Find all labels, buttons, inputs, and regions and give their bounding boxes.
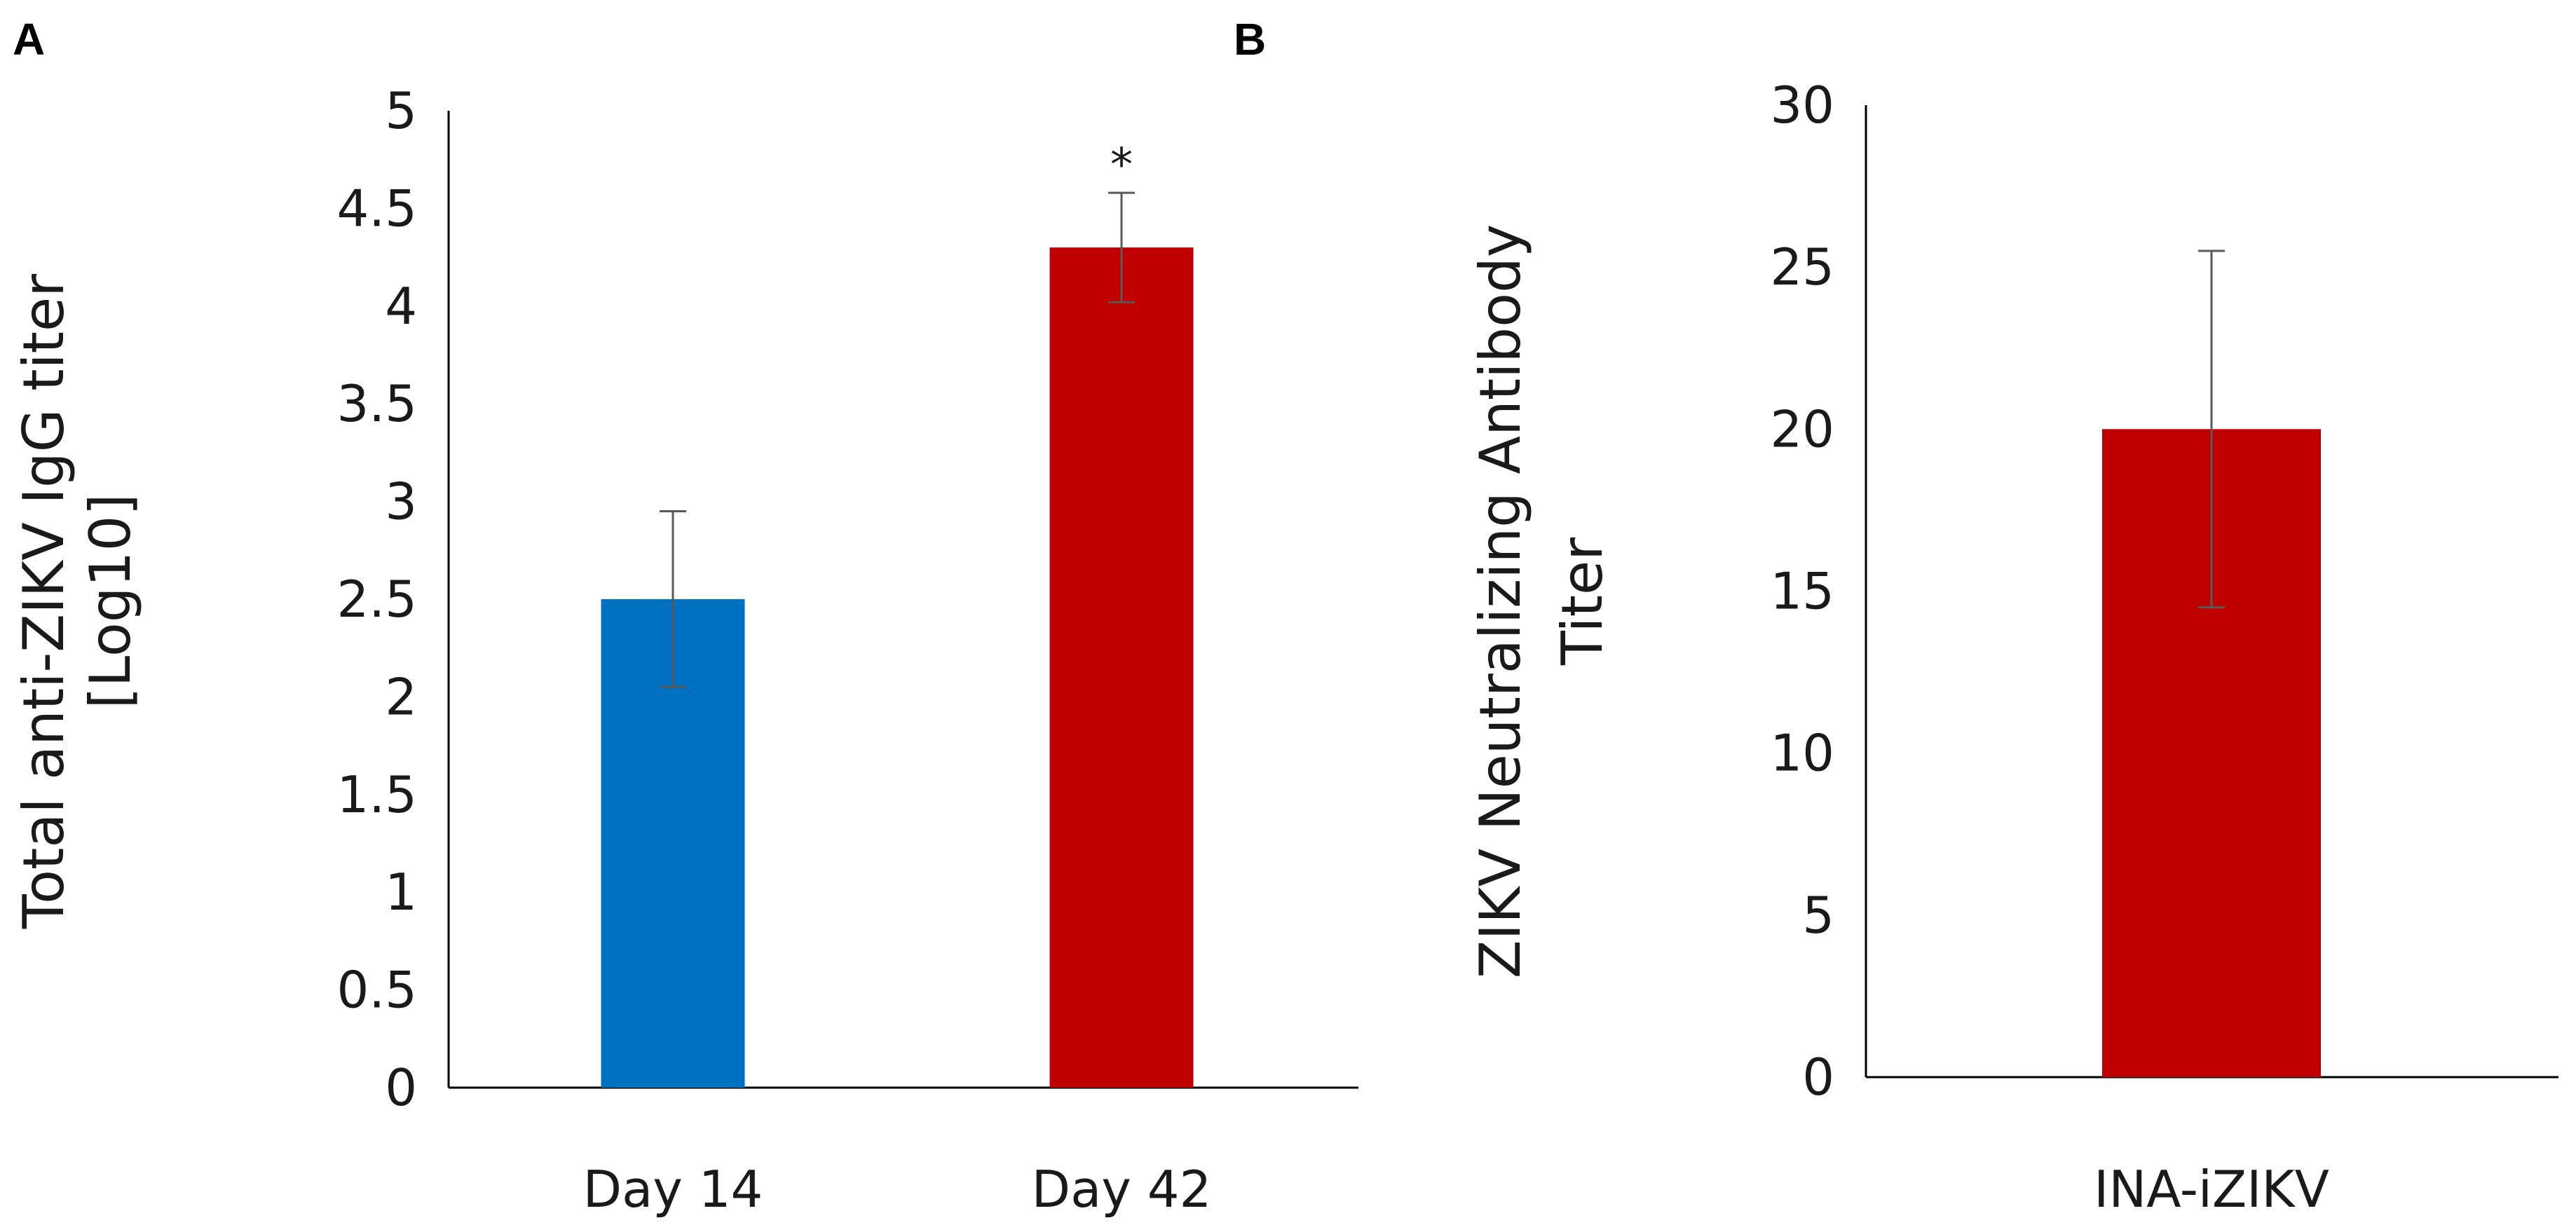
- panel-a-ytick-label: 0: [385, 1058, 417, 1117]
- panel-a-ytick-label: 5: [385, 81, 417, 140]
- panel-b-ytick-label: 5: [1802, 886, 1834, 945]
- panel-b-ylabel-line-1: ZIKV Neutralizing Antibody: [1468, 224, 1533, 979]
- panel-a-ytick-label: 2.5: [336, 570, 417, 629]
- panel-a-ytick-label: 1: [385, 863, 417, 922]
- panel-a-significance-marker: *: [1110, 139, 1133, 191]
- panel-a-ylabel-line-1: Total anti-ZIKV IgG titer: [11, 274, 76, 929]
- panel-a-bar: [1049, 247, 1194, 1088]
- panel-a-ytick-label: 1.5: [336, 765, 417, 824]
- panel-b-ytick-label: 15: [1770, 562, 1834, 621]
- panel-a-marks: 0 0.5 1 1.5 2 2.5 3 3.5 4 4.5 5 Day 14 Day 42 *: [336, 81, 1358, 1219]
- panel-a-ytick-label: 4: [385, 277, 417, 336]
- panel-a: A Total anti-ZIKV IgG titer [Log10] 0 0.5…: [11, 14, 1358, 1219]
- panel-b-letter: B: [1234, 14, 1266, 64]
- panel-b-ylabel-line-2: Titer: [1550, 538, 1615, 666]
- panel-a-ytick-label: 0.5: [336, 961, 417, 1020]
- panel-b: B ZIKV Neutralizing Antibody Titer 0 5 10 1…: [1234, 14, 2558, 1219]
- panel-a-category-label: Day 14: [583, 1160, 763, 1219]
- panel-a-ytick-label: 3.5: [336, 374, 417, 433]
- panel-b-ytick-label: 0: [1802, 1048, 1834, 1107]
- panel-a-ylabel-line-2: [Log10]: [78, 493, 143, 709]
- panel-a-category-label: Day 42: [1032, 1160, 1212, 1219]
- panel-a-letter: A: [13, 14, 45, 64]
- panel-b-category-label: INA-iZIKV: [2094, 1160, 2329, 1219]
- panel-b-ytick-label: 25: [1770, 238, 1834, 296]
- panel-b-ytick-label: 30: [1770, 76, 1834, 135]
- panel-a-ytick-label: 4.5: [336, 179, 417, 238]
- panel-b-ytick-label: 20: [1770, 399, 1834, 458]
- panel-a-ytick-label: 2: [385, 667, 417, 726]
- panel-a-ytick-label: 3: [385, 472, 417, 531]
- panel-b-marks: 0 5 10 15 20 25 30 INA-iZIKV: [1770, 76, 2558, 1219]
- panel-b-ytick-label: 10: [1770, 724, 1834, 783]
